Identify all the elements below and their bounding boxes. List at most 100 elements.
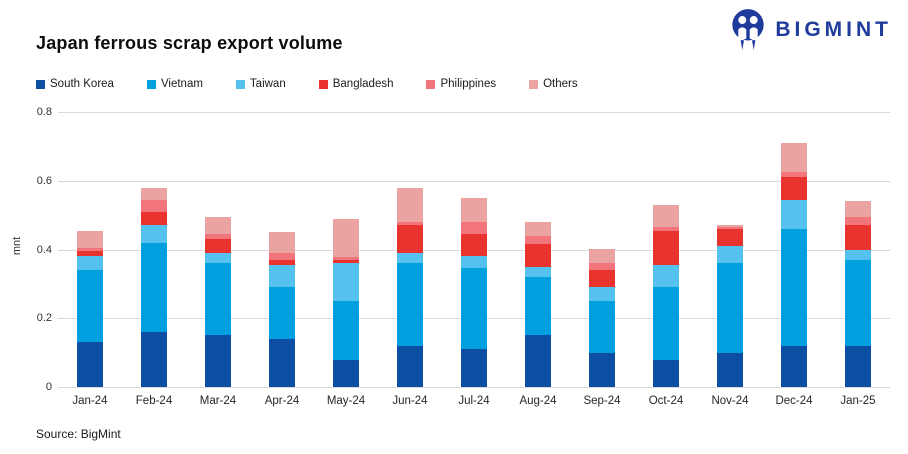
legend-label: Bangladesh xyxy=(332,78,394,90)
bar-segment-bangladesh xyxy=(717,228,743,247)
bar-segment-philippines xyxy=(653,227,679,231)
legend-item-others: Others xyxy=(529,78,578,90)
legend-swatch-icon xyxy=(426,79,436,89)
y-tick-label: 0.6 xyxy=(36,174,52,187)
bar-segment-south-korea xyxy=(461,349,487,387)
bar-segment-vietnam xyxy=(717,263,743,353)
bar-segment-others xyxy=(653,204,679,228)
stacked-bar-Nov-24 xyxy=(717,225,743,387)
legend-swatch-icon xyxy=(318,79,328,89)
bar-segment-vietnam xyxy=(205,263,231,336)
bar-segment-bangladesh xyxy=(269,259,295,266)
x-tick-label: May-24 xyxy=(326,395,366,407)
bar-segment-taiwan xyxy=(397,252,423,264)
bar-slot-Oct-24: Oct-24 xyxy=(634,112,698,407)
bar-segment-others xyxy=(525,222,551,236)
bar-segment-taiwan xyxy=(653,265,679,288)
bar-segment-vietnam xyxy=(141,242,167,332)
x-tick-label: Apr-24 xyxy=(264,395,300,407)
x-tick-label: Nov-24 xyxy=(711,395,749,407)
bar-segment-philippines xyxy=(525,235,551,245)
y-tick-label: 0.8 xyxy=(36,106,52,118)
bar-slot-Jun-24: Jun-24 xyxy=(378,112,442,407)
bar-segment-taiwan xyxy=(77,256,103,271)
x-tick-label: Aug-24 xyxy=(519,395,557,407)
bar-slot-Apr-24: Apr-24 xyxy=(250,112,314,407)
legend-swatch-icon xyxy=(529,79,539,89)
bar-segment-bangladesh xyxy=(461,234,487,257)
bar-segment-others xyxy=(845,201,871,217)
stacked-bar-Jun-24 xyxy=(397,187,423,387)
bar-segment-south-korea xyxy=(397,345,423,387)
bar-segment-philippines xyxy=(269,252,295,260)
stacked-bar-Sep-24 xyxy=(589,249,615,387)
bar-segment-vietnam xyxy=(77,270,103,343)
bar-slot-Jan-24: Jan-24 xyxy=(58,112,122,407)
x-tick-label: Oct-24 xyxy=(648,395,684,407)
bar-segment-philippines xyxy=(461,222,487,235)
x-tick-label: Jan-25 xyxy=(840,395,876,407)
legend-item-philippines: Philippines xyxy=(426,78,496,90)
chart-legend: South Korea Vietnam Taiwan Bangladesh Philip… xyxy=(36,78,578,90)
bar-segment-philippines xyxy=(397,222,423,226)
bar-segment-philippines xyxy=(77,247,103,252)
bar-segment-vietnam xyxy=(781,228,807,346)
x-tick-label: Feb-24 xyxy=(135,395,173,407)
bar-segment-taiwan xyxy=(461,256,487,269)
bar-segment-taiwan xyxy=(845,249,871,260)
bar-segment-taiwan xyxy=(525,266,551,278)
bar-slot-Feb-24: Feb-24 xyxy=(122,112,186,407)
bar-segment-bangladesh xyxy=(589,270,615,288)
y-tick-label: 0.2 xyxy=(36,312,52,325)
legend-item-bangladesh: Bangladesh xyxy=(318,78,394,90)
legend-item-south-korea: South Korea xyxy=(36,78,114,90)
bar-segment-vietnam xyxy=(269,287,295,339)
bar-segment-south-korea xyxy=(717,352,743,387)
bar-segment-others xyxy=(333,218,359,257)
bar-segment-bangladesh xyxy=(525,244,551,267)
stacked-bar-Dec-24 xyxy=(781,142,807,387)
bar-segment-philippines xyxy=(333,256,359,260)
source-note: Source: BigMint xyxy=(36,427,121,441)
bar-slot-Nov-24: Nov-24 xyxy=(698,112,762,407)
bar-segment-south-korea xyxy=(141,332,167,387)
bar-segment-others xyxy=(717,225,743,228)
bar-slot-Aug-24: Aug-24 xyxy=(506,112,570,407)
bar-segment-bangladesh xyxy=(397,225,423,253)
page-title: Japan ferrous scrap export volume xyxy=(36,33,343,53)
legend-label: South Korea xyxy=(50,78,114,90)
bar-segment-philippines xyxy=(781,172,807,178)
bar-segment-philippines xyxy=(589,263,615,271)
legend-item-taiwan: Taiwan xyxy=(235,78,286,90)
x-tick-label: Sep-24 xyxy=(583,395,621,407)
bar-slot-May-24: May-24 xyxy=(314,112,378,407)
gridline-0 xyxy=(58,387,890,388)
bar-segment-others xyxy=(461,198,487,223)
bar-segment-bangladesh xyxy=(845,225,871,250)
stacked-bar-May-24 xyxy=(333,218,359,387)
gridline-0.6 xyxy=(58,180,890,182)
bar-slot-Jan-25: Jan-25 xyxy=(826,112,890,407)
bar-segment-philippines xyxy=(141,199,167,212)
bar-segment-bangladesh xyxy=(205,239,231,253)
x-tick-label: Jul-24 xyxy=(458,395,490,407)
bar-segment-taiwan xyxy=(205,252,231,264)
plot-area: Jan-24 Feb-24 Mar-24 Apr-24 May-24 Jun-24 Jul-… xyxy=(58,112,890,407)
bar-segment-vietnam xyxy=(525,277,551,336)
legend-label: Vietnam xyxy=(160,78,203,90)
bar-segment-south-korea xyxy=(653,359,679,387)
brand-name: BIGMINT xyxy=(775,18,892,41)
stacked-bar-Aug-24 xyxy=(525,222,551,387)
y-tick-label: 0.4 xyxy=(36,243,52,256)
bar-segment-vietnam xyxy=(845,259,871,346)
bar-segment-south-korea xyxy=(205,335,231,387)
bar-segment-bangladesh xyxy=(77,251,103,257)
legend-item-vietnam: Vietnam xyxy=(146,78,203,90)
bar-segment-others xyxy=(269,232,295,253)
bar-segment-taiwan xyxy=(333,263,359,302)
x-tick-label: Jan-24 xyxy=(72,395,108,407)
x-tick-label: Dec-24 xyxy=(775,395,813,407)
bar-segment-others xyxy=(781,142,807,173)
stacked-bar-Feb-24 xyxy=(141,187,167,387)
